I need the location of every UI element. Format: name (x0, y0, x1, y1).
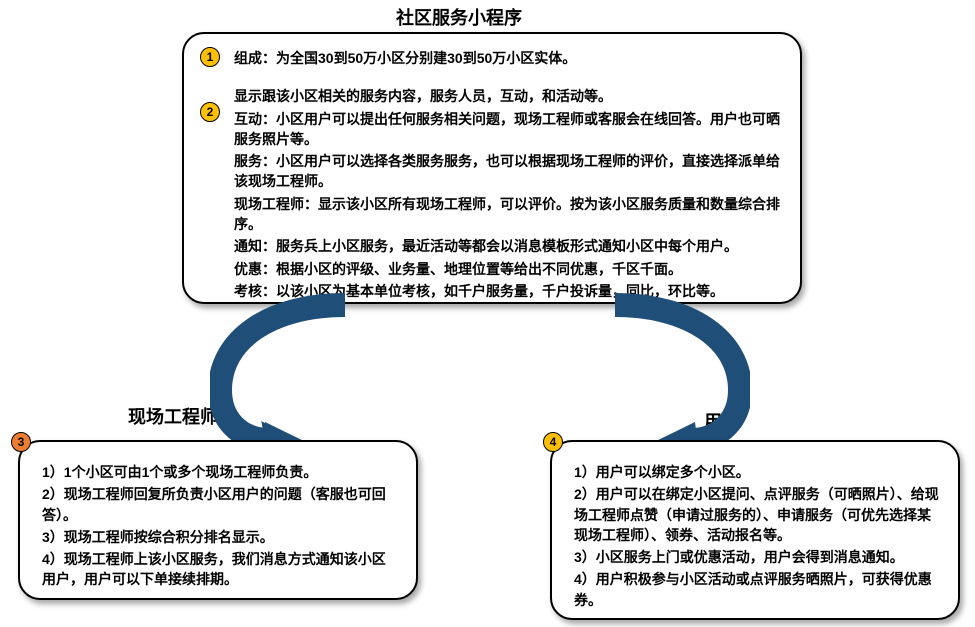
box2-line: 1）1个小区可由1个或多个现场工程师负责。 (42, 462, 398, 482)
badge-3-num: 3 (18, 435, 25, 449)
box1-line: 通知：服务兵上小区服务，最近活动等都会以消息模板形式通知小区中每个用户。 (234, 236, 782, 256)
title-top: 社区服务小程序 (396, 4, 522, 30)
box1-line: 服务：小区用户可以选择各类服务服务，也可以根据现场工程师的评价，直接选择派单给该… (234, 151, 782, 192)
arrow-right (600, 290, 750, 460)
badge-2-num: 2 (207, 105, 214, 119)
box-top: 1 2 组成：为全国30到50万小区分别建30到50万小区实体。 显示跟该小区相… (182, 32, 802, 304)
badge-2: 2 (200, 102, 220, 122)
box1-group2: 显示跟该小区相关的服务内容，服务人员，互动，和活动等。 互动：小区用户可以提出任… (234, 86, 782, 301)
arrow-left (210, 290, 360, 460)
box2-line: 3）现场工程师按综合积分排名显示。 (42, 527, 398, 547)
box3-line: 2）用户可以在绑定小区提问、点评服务（可晒照片）、给现场工程师点赞（申请过服务的… (574, 484, 940, 545)
box-right: 4 1）用户可以绑定多个小区。 2）用户可以在绑定小区提问、点评服务（可晒照片）… (550, 440, 960, 620)
box1-line: 互动：小区用户可以提出任何服务相关问题，现场工程师或客服会在线回答。用户也可晒服… (234, 109, 782, 150)
box2-line: 4）现场工程师上该小区服务，我们消息方式通知该小区用户，用户可以下单接续排期。 (42, 549, 398, 590)
box3-line: 4）用户积极参与小区活动或点评服务晒照片，可获得优惠券。 (574, 569, 940, 610)
box1-group1: 组成：为全国30到50万小区分别建30到50万小区实体。 (234, 48, 782, 68)
badge-1: 1 (200, 47, 220, 67)
box1-line: 组成：为全国30到50万小区分别建30到50万小区实体。 (234, 48, 782, 68)
title-left: 现场工程师 (128, 403, 218, 429)
badge-3: 3 (11, 432, 31, 452)
badge-4-num: 4 (550, 435, 557, 449)
box2-line: 2）现场工程师回复所负责小区用户的问题（客服也可回答）。 (42, 484, 398, 525)
box-left: 3 1）1个小区可由1个或多个现场工程师负责。 2）现场工程师回复所负责小区用户… (18, 440, 418, 600)
box1-line: 优惠：根据小区的评级、业务量、地理位置等给出不同优惠，千区千面。 (234, 259, 782, 279)
box3-line: 3）小区服务上门或优惠活动，用户会得到消息通知。 (574, 547, 940, 567)
box1-line: 显示跟该小区相关的服务内容，服务人员，互动，和活动等。 (234, 86, 782, 106)
box3-line: 1）用户可以绑定多个小区。 (574, 462, 940, 482)
box1-line: 现场工程师：显示该小区所有现场工程师，可以评价。按为该小区服务质量和数量综合排序… (234, 194, 782, 235)
badge-4: 4 (543, 432, 563, 452)
badge-1-num: 1 (207, 50, 214, 64)
